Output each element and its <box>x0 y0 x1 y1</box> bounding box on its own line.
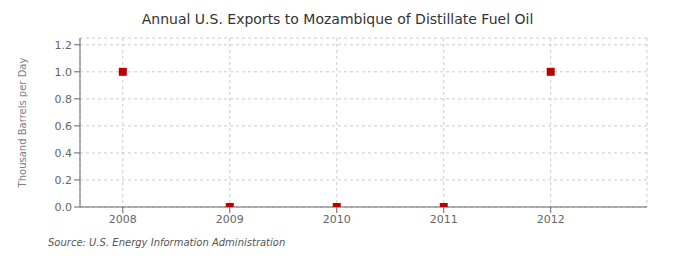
svg-text:0.0: 0.0 <box>55 201 73 214</box>
html-text:Annual U.S. Exports to Mozambi: Annual U.S. Exports to Mozambique of Dis… <box>141 11 534 27</box>
svg-text:2011: 2011 <box>430 213 458 226</box>
svg-text:Thousand Barrels per Day: Thousand Barrels per Day <box>17 58 28 189</box>
svg-text:2012: 2012 <box>537 213 565 226</box>
svg-text:1.0: 1.0 <box>55 66 73 79</box>
svg-text:2010: 2010 <box>323 213 351 226</box>
html-text:Source: U.S. Energy Informatio: Source: U.S. Energy Information Administ… <box>48 237 286 248</box>
svg-text:0.2: 0.2 <box>55 174 73 187</box>
svg-text:0.8: 0.8 <box>55 93 73 106</box>
svg-text:1.2: 1.2 <box>55 39 73 52</box>
svg-text:0.6: 0.6 <box>55 120 73 133</box>
svg-text:2009: 2009 <box>216 213 244 226</box>
svg-text:2008: 2008 <box>109 213 137 226</box>
svg-text:0.4: 0.4 <box>55 147 73 160</box>
